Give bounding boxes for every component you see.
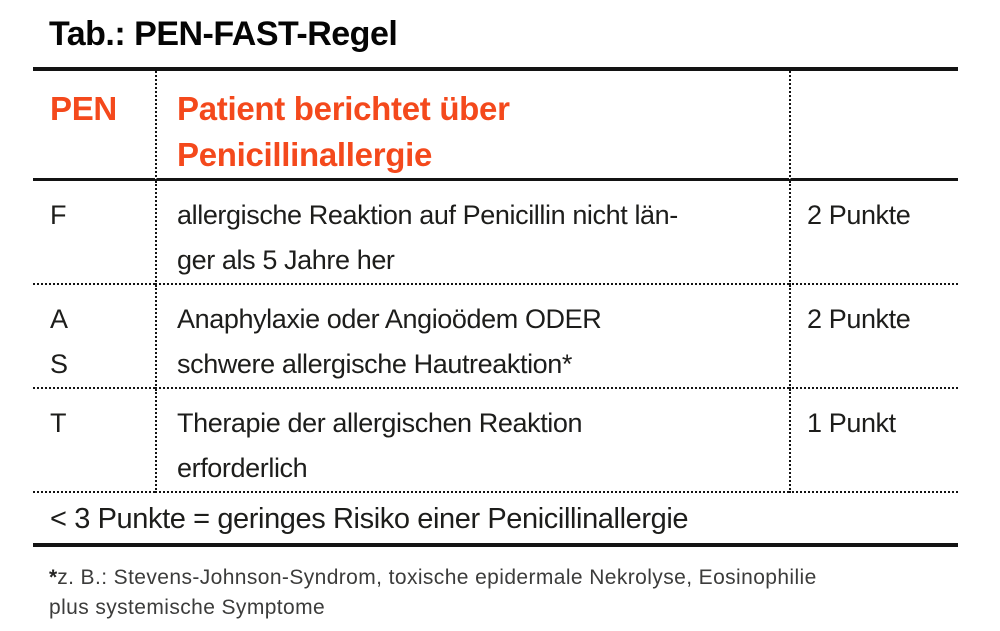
header-cell-criterion: Patient berichtet über Penicillinallergi… [155, 71, 789, 181]
row-f-criterion: allergische Reaktion auf Penicillin nich… [155, 181, 789, 285]
footnote: *z. B.: Stevens-Johnson-Syndrom, toxisch… [49, 563, 949, 623]
footnote-text: z. B.: Stevens-Johnson-Syndrom, toxische… [49, 566, 817, 619]
row-f-points: 2 Punkte [789, 181, 958, 285]
table-footer-summary: < 3 Punkte = geringes Risiko einer Penic… [50, 503, 689, 535]
row-t-letter: T [33, 389, 155, 493]
row-as-letter: A S [33, 285, 155, 389]
row-as-criterion: Anaphylaxie oder Angioödem ODER schwere … [155, 285, 789, 389]
pen-fast-table: PEN Patient berichtet über Penicillinall… [33, 67, 958, 547]
row-f-letter: F [33, 181, 155, 285]
document-sheet: Tab.: PEN-FAST-Regel PEN Patient bericht… [33, 11, 958, 623]
header-cell-acronym: PEN [33, 71, 155, 181]
row-t-criterion: Therapie der allergischen Reaktion erfor… [155, 389, 789, 493]
row-as-points: 2 Punkte [789, 285, 958, 389]
row-t-points: 1 Punkt [789, 389, 958, 493]
table-title: Tab.: PEN-FAST-Regel [49, 15, 398, 53]
header-cell-points [789, 71, 958, 181]
footnote-asterisk: * [49, 566, 58, 589]
